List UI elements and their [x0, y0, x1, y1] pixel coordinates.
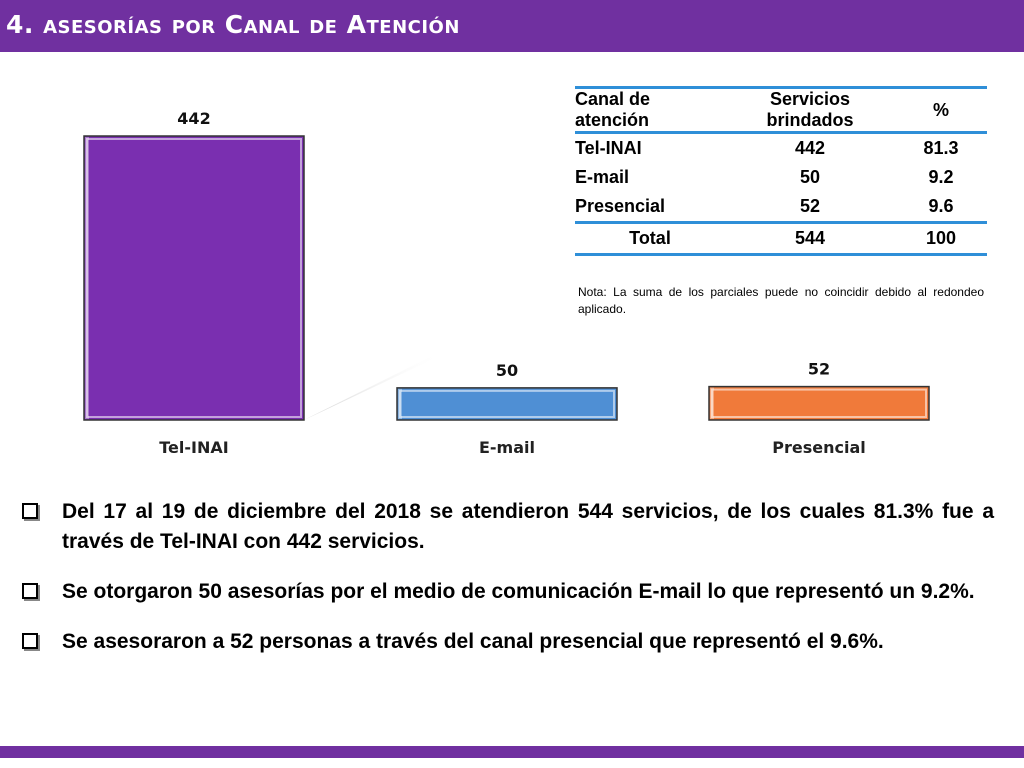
bar-bevel: [399, 389, 615, 418]
cell-percent: 9.6: [928, 196, 954, 216]
bullet-list: Del 17 al 19 de diciembre del 2018 se at…: [22, 497, 994, 677]
checkbox-bullet-icon: [22, 503, 38, 519]
cell-percent: 9.2: [928, 167, 954, 187]
bullet-text: Del 17 al 19 de diciembre del 2018 se at…: [62, 500, 994, 553]
checkbox-bullet-icon: [22, 583, 38, 599]
bar-tel-inai: [83, 135, 305, 421]
bullet-text: Se otorgaron 50 asesorías por el medio d…: [62, 580, 975, 603]
bar-bevel: [86, 138, 302, 418]
bullet-text: Se asesoraron a 52 personas a través del…: [62, 630, 884, 653]
data-label: 52: [808, 360, 830, 379]
data-label: 50: [496, 361, 518, 380]
table-row: Presencial 52 9.6: [575, 192, 987, 223]
summary-table: Canal de atención Servicios brindados % …: [575, 86, 987, 256]
bullet-item: Del 17 al 19 de diciembre del 2018 se at…: [22, 497, 994, 557]
page-title: 4. asesorías por Canal de Atención: [6, 10, 460, 39]
cell-canal: Presencial: [575, 196, 666, 216]
bullet-item: Se asesoraron a 52 personas a través del…: [22, 627, 994, 657]
table-note: Nota: La suma de los parciales puede no …: [578, 285, 984, 316]
bar-bevel: [711, 388, 927, 418]
table-row: Tel-INAI 442 81.3: [575, 133, 987, 164]
category-label: Tel-INAI: [159, 438, 228, 457]
footer-bar: [0, 746, 1024, 758]
data-label: 442: [177, 109, 210, 128]
bar-highlight: [85, 137, 89, 419]
cell-servicios: 50: [799, 167, 821, 187]
cell-canal: E-mail: [575, 167, 630, 187]
table-row: E-mail 50 9.2: [575, 163, 987, 192]
bar-shadow: [304, 350, 444, 420]
bar-presencial: [708, 385, 930, 421]
bar-chart: 442 Tel-INAI 50 E-mail 52 Presencial: [83, 109, 930, 457]
table-header-row: Canal de atención Servicios brindados %: [575, 86, 987, 134]
table-total-row: Total 544 100: [575, 221, 987, 256]
bar-highlight: [398, 388, 402, 419]
cell-canal: Tel-INAI: [575, 138, 642, 158]
header-percent: %: [895, 86, 987, 134]
category-label: E-mail: [479, 438, 535, 457]
summary-table-wrap: Canal de atención Servicios brindados % …: [575, 86, 987, 256]
bullet-item: Se otorgaron 50 asesorías por el medio d…: [22, 577, 994, 607]
header-bar: 4. asesorías por Canal de Atención: [0, 0, 1024, 52]
total-percent: 100: [895, 221, 987, 256]
bar-highlight: [710, 387, 714, 419]
bar-e-mail: [396, 387, 618, 421]
total-servicios: 544: [725, 221, 895, 256]
cell-servicios: 442: [794, 138, 826, 158]
total-label: Total: [575, 221, 725, 256]
category-label: Presencial: [772, 438, 865, 457]
header-servicios: Servicios brindados: [725, 86, 895, 134]
checkbox-bullet-icon: [22, 633, 38, 649]
cell-servicios: 52: [799, 196, 821, 216]
header-canal: Canal de atención: [575, 86, 725, 134]
cell-percent: 81.3: [923, 138, 959, 158]
